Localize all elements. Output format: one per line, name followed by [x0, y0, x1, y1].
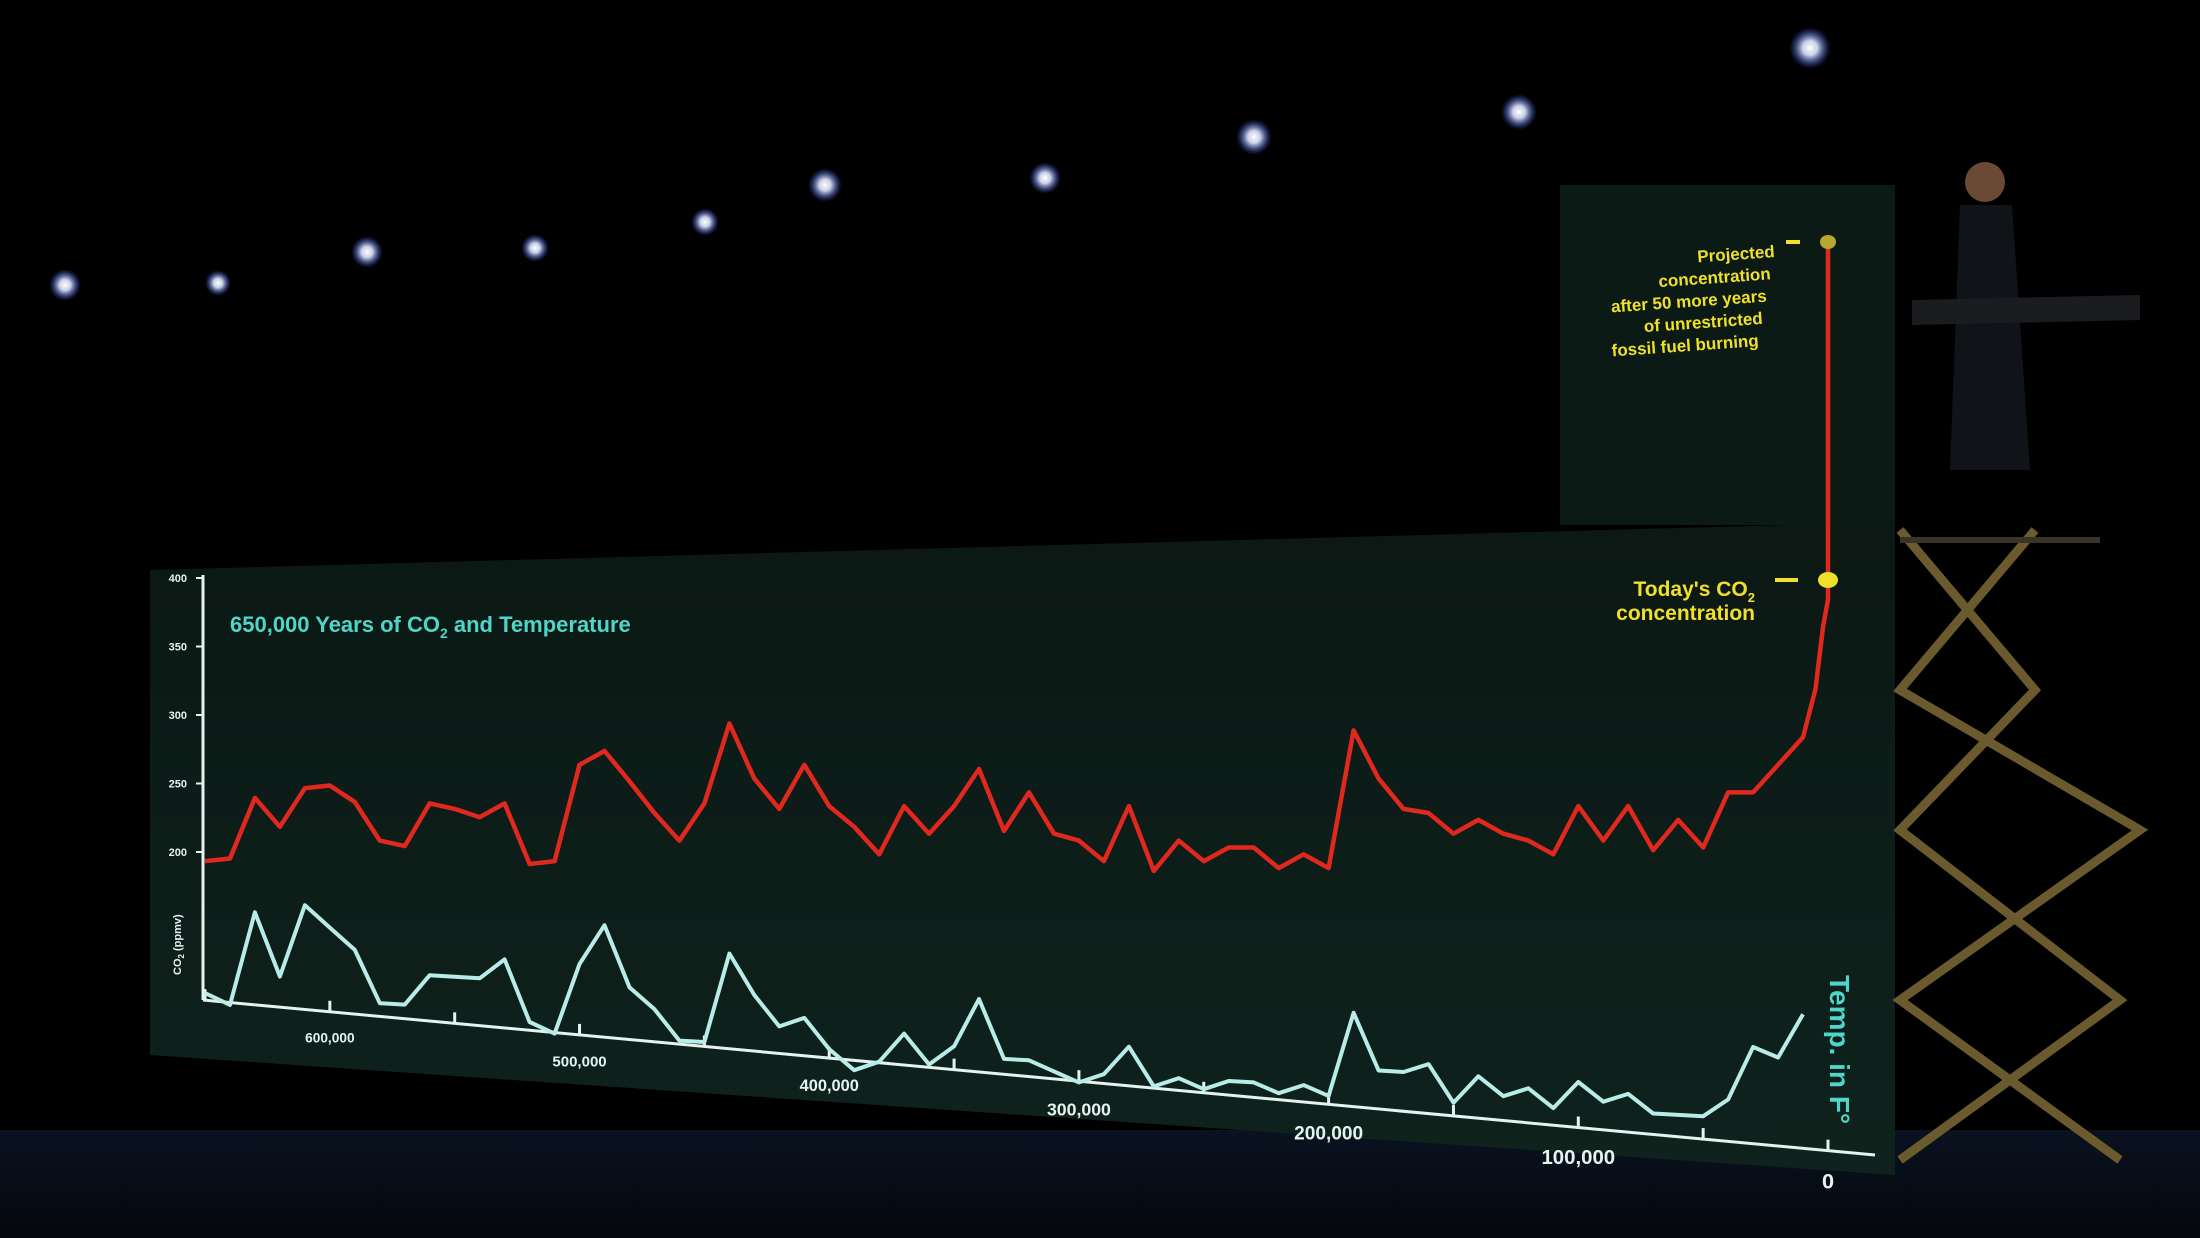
x-tick-label: 500,000: [552, 1054, 606, 1071]
ceiling-light: [205, 270, 231, 296]
screen-panel: [150, 522, 1895, 1175]
today-label: Today's CO2: [1633, 578, 1755, 605]
ceiling-light: [808, 168, 842, 202]
y-axis-label-rest: (ppmv): [172, 914, 184, 954]
ceiling-light: [49, 269, 81, 301]
chart-title: 650,000 Years of CO2 and Temperature: [230, 612, 631, 641]
y-tick-label: 300: [169, 710, 187, 722]
y-tick-label: 200: [169, 847, 187, 859]
y-axis-label-sub: 2: [177, 954, 186, 959]
ceiling-light: [521, 234, 549, 262]
chart-title-sub: 2: [440, 625, 448, 641]
ceiling-light: [1029, 162, 1061, 194]
today-label-sub: 2: [1748, 590, 1755, 605]
chart-title-main: 650,000 Years of CO: [230, 612, 440, 637]
y-axis-label: CO2 (ppmv): [172, 914, 186, 975]
today-annotation: Today's CO2 concentration: [1616, 578, 1798, 625]
y-axis-label-main: CO: [172, 958, 184, 975]
ceiling-light: [1789, 27, 1831, 69]
today-marker: [1818, 572, 1838, 588]
y-tick-label: 400: [169, 573, 187, 585]
x-tick-label: 100,000: [1541, 1147, 1615, 1169]
x-tick-label: 300,000: [1047, 1099, 1111, 1119]
projected-marker: [1820, 235, 1836, 249]
ceiling-light: [691, 208, 719, 236]
y-axis-ticks: 400 350 300 250 200: [169, 573, 203, 859]
ceiling-light: [1501, 94, 1537, 130]
ceiling-light: [351, 236, 383, 268]
y-tick-label: 250: [169, 779, 187, 791]
x-tick-label: 0: [1822, 1168, 1834, 1193]
x-axis-ticks: 600,000 500,000 400,000 300,000 200,000 100,0…: [203, 989, 1834, 1193]
x-tick-label: 400,000: [800, 1077, 859, 1095]
ceiling-lights: [49, 27, 1831, 301]
x-tick-label: 200,000: [1294, 1124, 1363, 1145]
series-points: [204, 235, 1838, 1117]
chart-title-rest: and Temperature: [448, 612, 631, 637]
temperature-axis-label: Temp. in F°: [1824, 975, 1855, 1124]
presenter: [1912, 162, 2140, 470]
x-tick-label: 600,000: [305, 1030, 355, 1045]
today-label-main: Today's CO: [1633, 578, 1747, 601]
today-label-line2: concentration: [1616, 602, 1755, 625]
ceiling-light: [1236, 119, 1272, 155]
scissor-lift: [1892, 527, 2149, 1164]
screen-panel-upper: [1560, 185, 1895, 525]
x-axis-line: [202, 998, 1876, 1157]
y-tick-label: 350: [169, 642, 187, 654]
